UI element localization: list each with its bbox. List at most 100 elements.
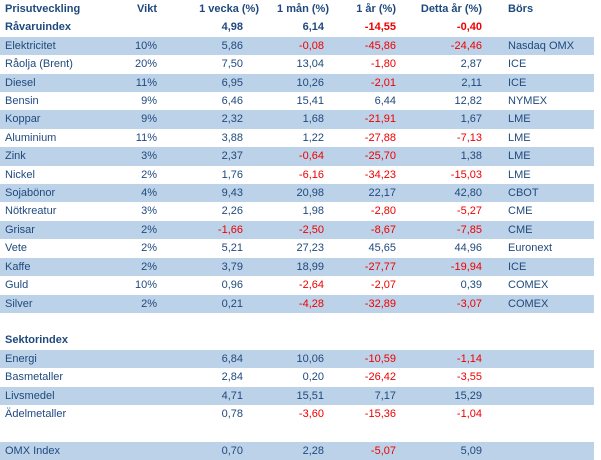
year-to-date-cell: 0,39 xyxy=(460,279,482,292)
table-row: Aluminium 11% 3,88 1,22 -27,88 -7,13 LME xyxy=(0,129,594,147)
year-to-date-cell: -15,03 xyxy=(450,168,482,181)
table-row: Råolja (Brent) 20% 7,50 13,04 -1,80 2,87 ICE xyxy=(0,55,594,73)
exchange-cell: COMEX xyxy=(508,279,549,292)
table-row: Zink 3% 2,37 -0,64 -25,70 1,38 LME xyxy=(0,147,594,166)
table-row: Nötkreatur 3% 2,26 1,98 -2,80 -5,27 CME xyxy=(0,202,594,220)
table-row: Guld 10% 0,96 -2,64 -2,07 0,39 COMEX xyxy=(0,276,594,294)
weight-cell: 2% xyxy=(141,242,157,255)
one-week-cell: 2,32 xyxy=(160,110,260,129)
spacer-row xyxy=(0,313,594,331)
one-month-cell: -2,50 xyxy=(260,220,330,240)
table-row: Koppar 9% 2,32 1,68 -21,91 1,67 LME xyxy=(0,110,594,129)
exchange-cell xyxy=(485,349,594,369)
weight-cell: 9% xyxy=(135,110,160,129)
one-week-cell: 1,76 xyxy=(221,168,243,181)
weight-cell: 2% xyxy=(135,257,160,277)
one-week-cell: -1,66 xyxy=(160,220,260,240)
weight-cell xyxy=(135,386,160,405)
one-month-cell: -4,28 xyxy=(260,294,330,313)
weight-cell xyxy=(135,441,160,460)
one-year-cell: -15,36 xyxy=(364,407,396,420)
table-row: Energi 6,84 10,06 -10,59 -1,14 xyxy=(0,349,594,369)
weight-cell: 3% xyxy=(141,205,157,218)
year-to-date-cell: 5,09 xyxy=(398,441,485,460)
commodity-name-cell: Vete xyxy=(5,242,28,255)
one-week-cell: 7,50 xyxy=(221,58,243,71)
one-year-cell: -27,88 xyxy=(364,131,396,144)
one-month-cell xyxy=(260,331,330,349)
one-year-cell: 7,17 xyxy=(330,386,398,405)
year-to-date-cell: -0,40 xyxy=(456,21,482,34)
weight-cell: 2% xyxy=(135,294,160,313)
weight-cell: 4% xyxy=(135,184,160,203)
one-year-cell: -34,23 xyxy=(364,168,396,181)
exchange-cell xyxy=(485,331,594,349)
one-year-cell: -21,91 xyxy=(330,110,398,129)
year-to-date-cell: 1,38 xyxy=(398,147,485,166)
year-to-date-cell: 42,80 xyxy=(398,184,485,203)
one-year-cell: 45,65 xyxy=(368,242,396,255)
weight-cell xyxy=(135,349,160,369)
one-week-cell: 6,95 xyxy=(160,73,260,93)
one-year-cell: -14,55 xyxy=(364,21,396,34)
year-to-date-cell: -7,85 xyxy=(398,220,485,240)
one-year-cell: -2,80 xyxy=(370,205,396,218)
one-year-cell: -5,07 xyxy=(330,441,398,460)
table-row: Basmetaller 2,84 0,20 -26,42 -3,55 xyxy=(0,368,594,386)
exchange-cell: ICE xyxy=(485,257,594,277)
col-header-bors: Börs xyxy=(508,3,534,15)
one-month-cell: -0,64 xyxy=(260,147,330,166)
one-week-cell: 0,96 xyxy=(221,279,243,292)
exchange-cell: LME xyxy=(485,147,594,166)
weight-cell xyxy=(135,368,160,386)
exchange-cell: LME xyxy=(508,131,531,144)
weight-cell: 2% xyxy=(141,168,157,181)
commodity-name-cell: Kaffe xyxy=(0,257,135,277)
weight-cell: 11% xyxy=(135,131,157,144)
col-header-vikt: Vikt xyxy=(137,3,157,15)
table-row: Nickel 2% 1,76 -6,16 -34,23 -15,03 LME xyxy=(0,166,594,184)
one-year-cell: -2,01 xyxy=(330,73,398,93)
exchange-cell xyxy=(485,405,594,423)
one-week-cell: 5,86 xyxy=(160,36,260,56)
table-row: Bensin 9% 6,46 15,41 6,44 12,82 NYMEX xyxy=(0,92,594,110)
table-row: Livsmedel 4,71 15,51 7,17 15,29 xyxy=(0,386,594,405)
table-body: Råvaruindex 4,98 6,14 -14,55 -0,40 Elektricit… xyxy=(0,18,594,460)
col-header-1-ar: 1 år (%) xyxy=(356,3,396,15)
one-year-cell: -45,86 xyxy=(330,36,398,56)
exchange-cell: Nasdaq OMX xyxy=(485,36,594,56)
table-row: Ädelmetaller 0,78 -3,60 -15,36 -1,04 xyxy=(0,405,594,423)
one-month-cell: 2,28 xyxy=(260,441,330,460)
one-month-cell: -0,08 xyxy=(260,36,330,56)
table-row: Vete 2% 5,21 27,23 45,65 44,96 Euronext xyxy=(0,239,594,257)
weight-cell xyxy=(135,405,160,423)
exchange-cell: NYMEX xyxy=(508,95,548,108)
exchange-cell: ICE xyxy=(485,73,594,93)
commodity-name-cell: Bensin xyxy=(5,95,39,108)
year-to-date-cell: 12,82 xyxy=(454,95,482,108)
one-year-cell: -26,42 xyxy=(364,371,396,384)
one-year-cell: -2,07 xyxy=(370,279,396,292)
col-header-1-man: 1 mån (%) xyxy=(277,3,329,15)
year-to-date-cell: -19,94 xyxy=(398,257,485,277)
one-week-cell: 6,84 xyxy=(160,349,260,369)
commodity-name-cell: Nötkreatur xyxy=(5,205,57,218)
exchange-cell: LME xyxy=(508,168,531,181)
one-year-cell: -1,80 xyxy=(370,58,396,71)
exchange-cell: CBOT xyxy=(485,184,594,203)
year-to-date-cell: -3,07 xyxy=(398,294,485,313)
commodity-name-cell: Elektricitet xyxy=(0,36,135,56)
one-month-cell: -6,16 xyxy=(298,168,324,181)
table-row: Grisar 2% -1,66 -2,50 -8,67 -7,85 CME xyxy=(0,220,594,240)
exchange-cell xyxy=(485,18,594,36)
table-row: Elektricitet 10% 5,86 -0,08 -45,86 -24,46 Nasd… xyxy=(0,36,594,56)
weight-cell: 10% xyxy=(135,36,160,56)
one-week-cell: 0,21 xyxy=(160,294,260,313)
one-week-cell: 0,78 xyxy=(221,407,243,420)
commodity-name-cell: Sojabönor xyxy=(0,184,135,203)
year-to-date-cell: 1,67 xyxy=(398,110,485,129)
header-row: Prisutveckling Vikt 1 vecka (%) 1 mån (%… xyxy=(0,0,594,18)
one-month-cell: 1,68 xyxy=(260,110,330,129)
col-header-1-vecka: 1 vecka (%) xyxy=(199,3,259,15)
one-week-cell: 4,98 xyxy=(221,21,243,34)
